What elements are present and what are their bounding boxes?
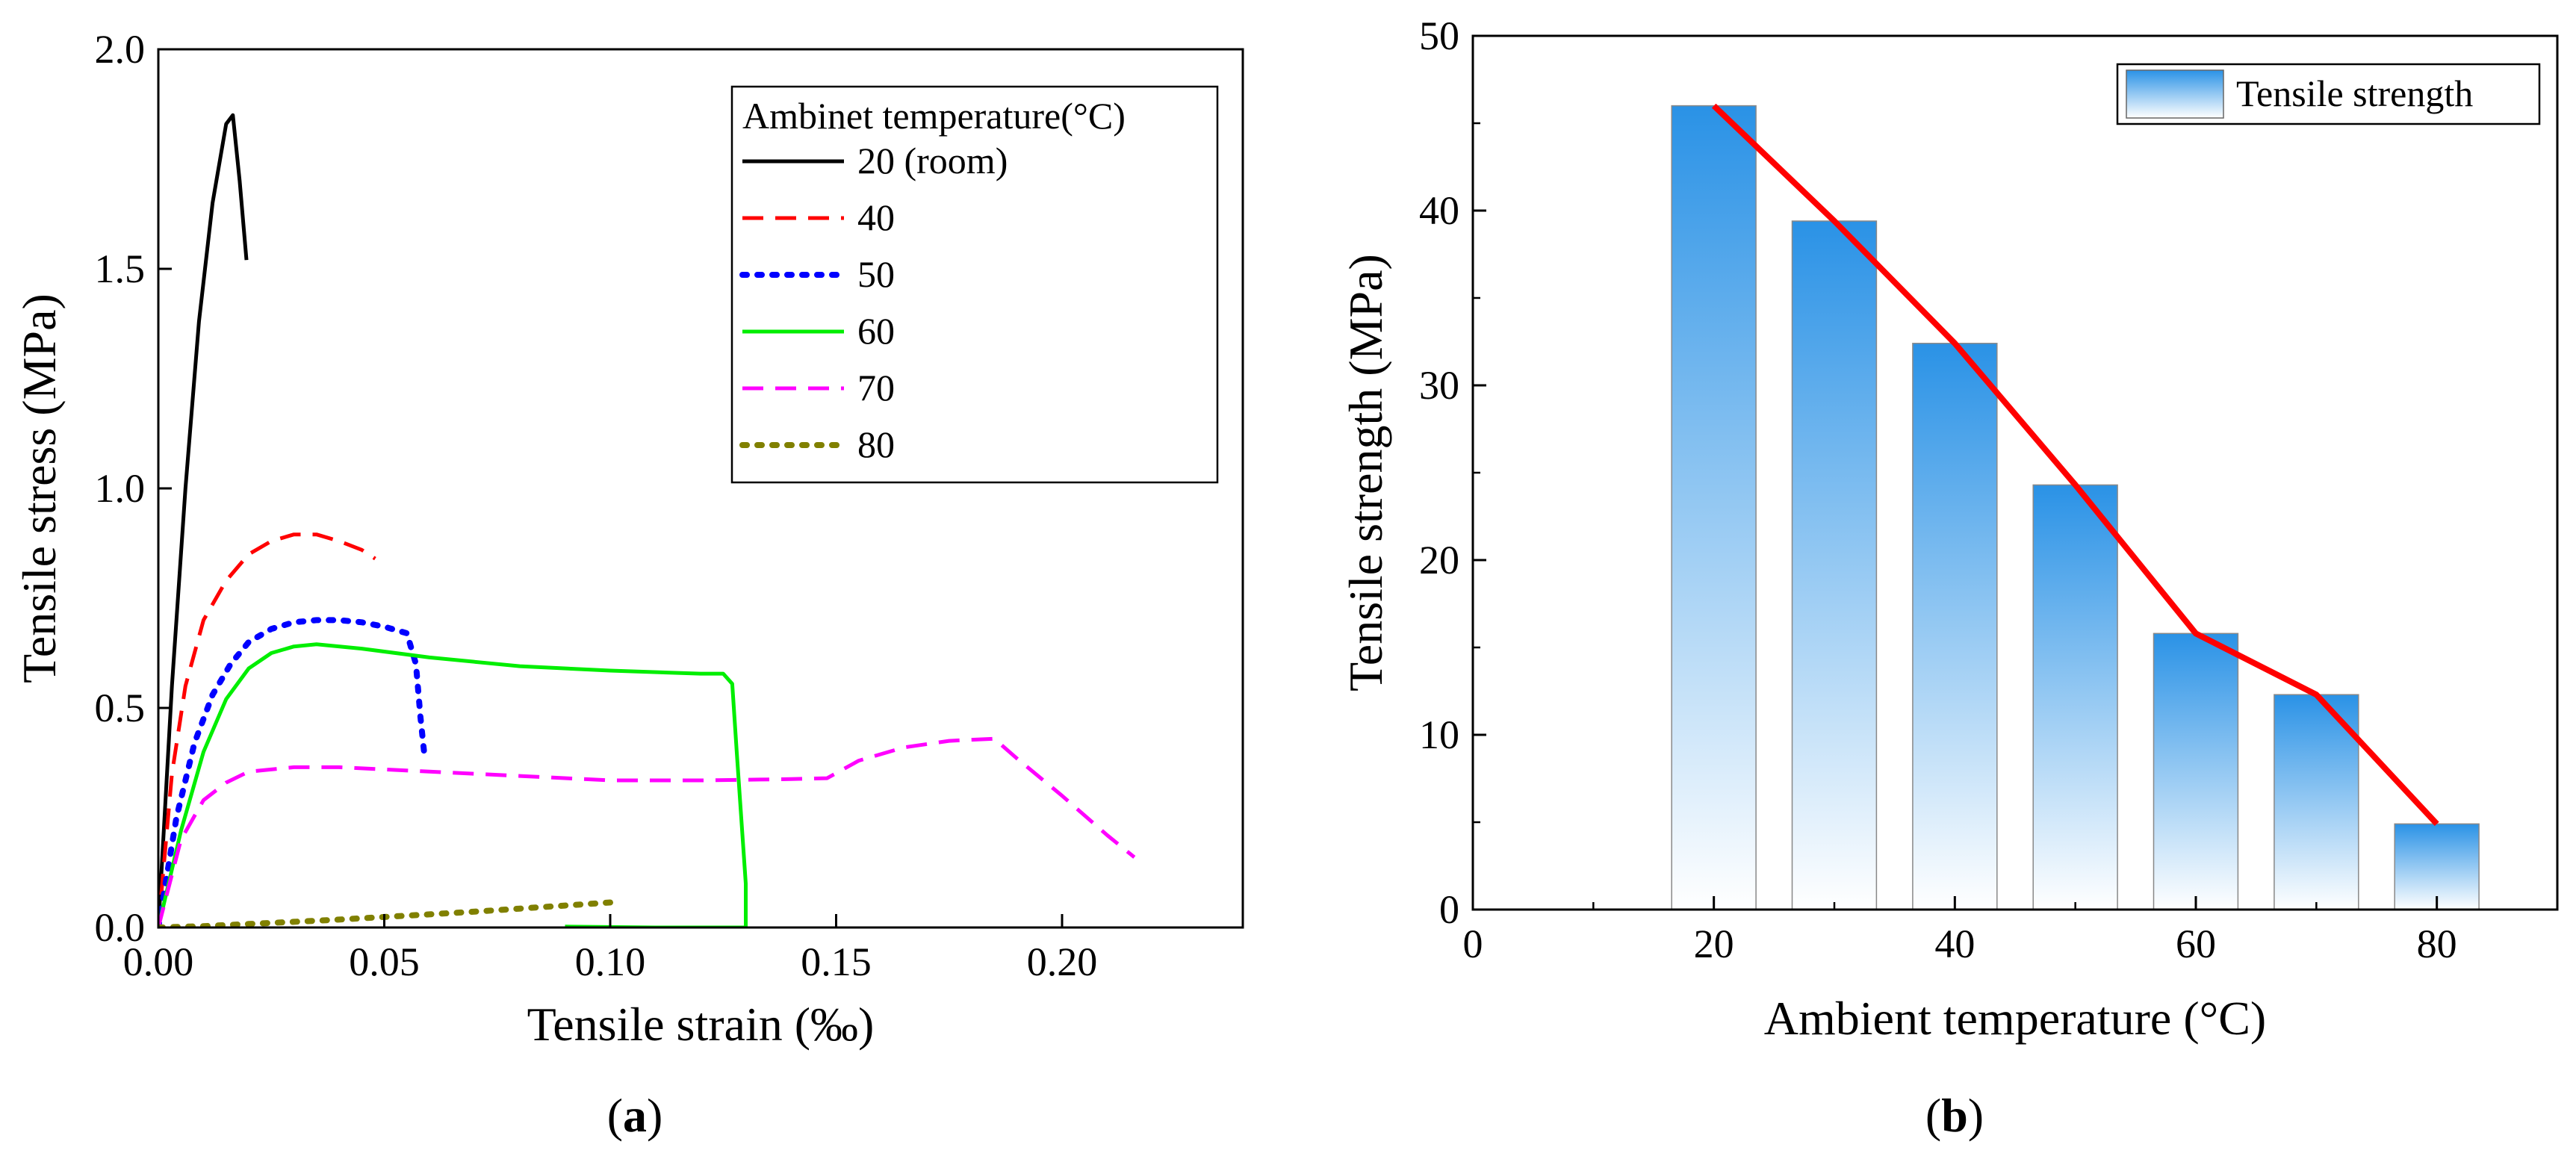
chart-b-bar-20 — [1671, 105, 1757, 910]
chart-a-x-tick-label: 0.05 — [349, 939, 420, 984]
chart-b-y-tick-label: 10 — [1419, 712, 1459, 757]
chart-b-bar-70 — [2274, 694, 2359, 910]
chart-a-panel-label-close: ) — [647, 1089, 662, 1142]
chart-a-legend-label-2: 50 — [857, 253, 895, 295]
chart-a-x-tick-label: 0.15 — [801, 939, 872, 984]
chart-a-panel-label-letter: a — [623, 1089, 647, 1142]
chart-b-y-tick-label: 0 — [1439, 887, 1459, 932]
chart-a-y-tick-label: 1.0 — [95, 466, 146, 511]
chart-b-bar-40 — [1912, 343, 1998, 910]
chart-b-legend-swatch — [2126, 69, 2224, 119]
chart-a-legend: Ambinet temperature(°C) 20 (room) 40 50 60 7… — [730, 85, 1219, 484]
chart-b-y-tick-label: 40 — [1419, 188, 1459, 233]
chart-a-y-tick-label: 1.5 — [95, 246, 146, 291]
chart-a-legend-box — [730, 85, 1219, 484]
chart-b-panel-label-close: ) — [1968, 1089, 1984, 1142]
chart-b-y-tick-label: 20 — [1419, 538, 1459, 582]
chart-b-legend: Tensile strength — [2116, 63, 2541, 125]
chart-b-x-tick-label: 20 — [1694, 922, 1734, 966]
chart-a-x-tick-label: 0.00 — [123, 939, 194, 984]
chart-a-series-line-4 — [158, 736, 1136, 927]
chart-a-series-line-2 — [158, 617, 428, 927]
chart-b-bar-50 — [2032, 484, 2118, 910]
chart-a-legend-label-5: 80 — [857, 423, 895, 465]
chart-b-bar-30 — [1791, 220, 1878, 910]
chart-b-panel-label: (b) — [1925, 1089, 1984, 1142]
chart-a-series — [158, 113, 1136, 927]
chart-b: 0 20 40 60 80 0 10 20 30 40 50 Ambient temperature… — [1339, 13, 2559, 1142]
chart-b-y-axis-title: Tensile strength (MPa) — [1339, 254, 1392, 692]
chart-a-series-line-0 — [158, 113, 249, 927]
chart-b-x-axis-title: Ambient temperature (°C) — [1764, 992, 2266, 1045]
chart-a-legend-title: Ambinet temperature(°C) — [742, 95, 1126, 137]
chart-b-y-tick-label: 30 — [1419, 363, 1459, 408]
chart-b-trend-line — [1711, 103, 2439, 827]
chart-b-x-tick-label: 80 — [2417, 922, 2457, 966]
chart-b-x-tick-label: 60 — [2176, 922, 2216, 966]
chart-a-panel-label-open: ( — [607, 1089, 623, 1142]
chart-a-y-axis-title: Tensile stress (MPa) — [13, 293, 66, 683]
chart-b-x-tick-label: 40 — [1934, 922, 1975, 966]
chart-a-panel-label: (a) — [607, 1089, 663, 1142]
chart-b-y-tick-label: 50 — [1419, 13, 1459, 58]
chart-a-legend-items: 20 (room) 40 50 60 70 80 — [739, 140, 1008, 465]
chart-a-x-axis-title: Tensile strain (‰) — [527, 998, 875, 1051]
chart-a-legend-label-3: 60 — [857, 310, 895, 352]
chart-a-legend-label-1: 40 — [857, 196, 895, 238]
chart-a-series-line-3 — [158, 642, 748, 927]
chart-a-y-tick-label: 0.0 — [95, 905, 146, 950]
chart-b-bar-60 — [2153, 633, 2239, 910]
chart-a: 0.00 0.05 0.10 0.15 0.20 0.0 0.5 1.0 1.5 2.0 Tens… — [13, 27, 1244, 1142]
chart-b-bar-80 — [2394, 823, 2480, 910]
chart-a-y-tick-label: 2.0 — [95, 27, 146, 72]
chart-a-x-tick-label: 0.10 — [575, 939, 646, 984]
chart-b-panel-label-open: ( — [1925, 1089, 1941, 1142]
chart-b-ticks: 0 20 40 60 80 0 10 20 30 40 50 — [1419, 13, 2457, 966]
chart-a-ticks: 0.00 0.05 0.10 0.15 0.20 0.0 0.5 1.0 1.5 2.0 — [95, 27, 1098, 984]
chart-b-panel-label-letter: b — [1941, 1089, 1968, 1142]
chart-a-legend-label-0: 20 (room) — [857, 140, 1008, 181]
chart-a-series-line-1 — [158, 532, 376, 927]
chart-b-legend-label: Tensile strength — [2236, 72, 2473, 114]
chart-a-legend-label-4: 70 — [857, 367, 895, 408]
chart-b-bars — [1671, 105, 2480, 910]
chart-a-x-tick-label: 0.20 — [1027, 939, 1098, 984]
chart-b-x-tick-label: 0 — [1463, 922, 1483, 966]
chart-a-y-tick-label: 0.5 — [95, 686, 146, 730]
